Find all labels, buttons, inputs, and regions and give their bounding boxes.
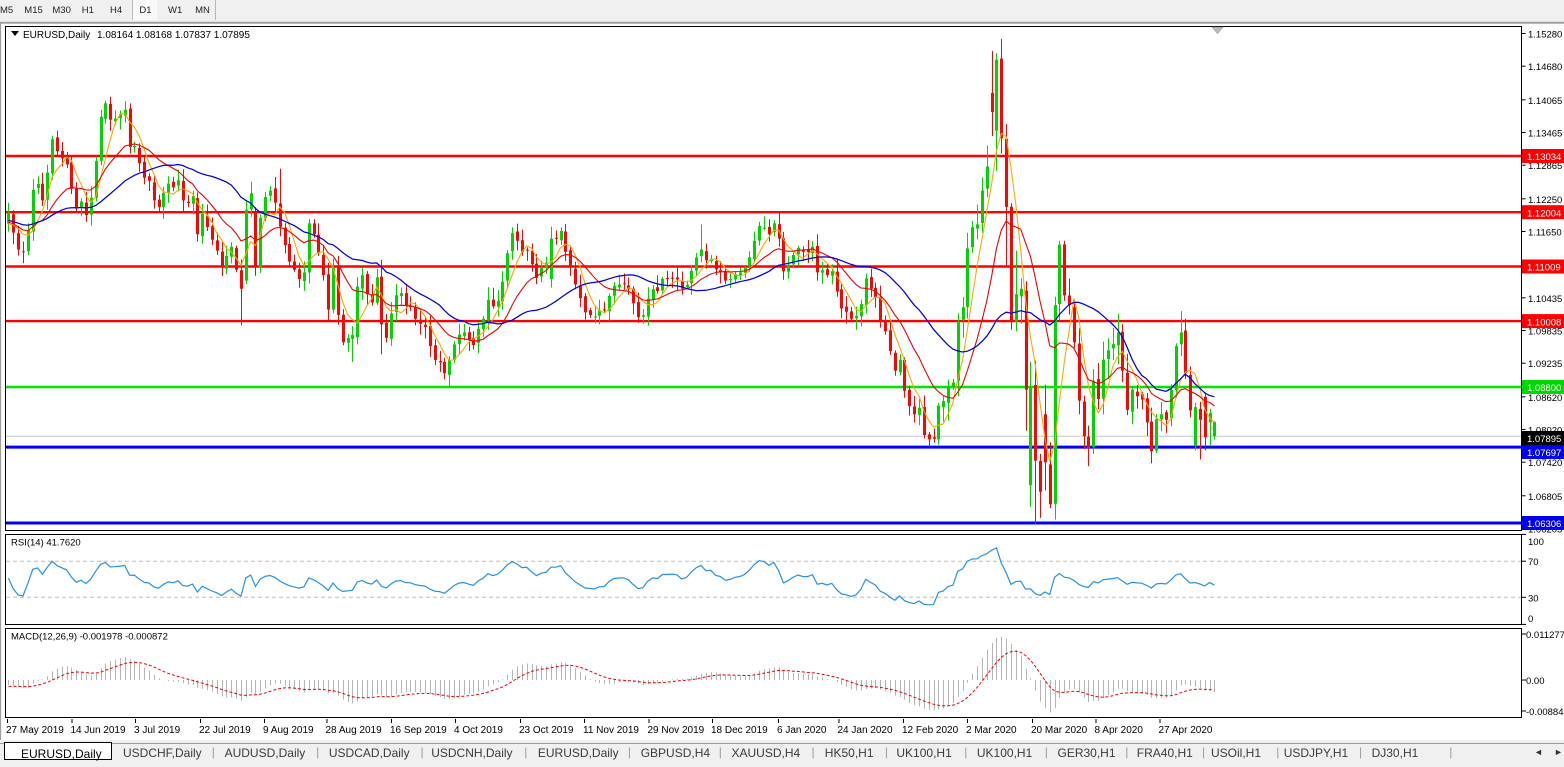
svg-text:1.12250: 1.12250 [1528,195,1562,206]
svg-text:1.11650: 1.11650 [1528,228,1562,239]
svg-text:MACD(12,26,9) -0.001978 -0.000: MACD(12,26,9) -0.001978 -0.000872 [11,632,168,643]
svg-text:1.10435: 1.10435 [1528,294,1562,305]
svg-text:1.07895: 1.07895 [1527,434,1561,445]
svg-text:1.11009: 1.11009 [1527,263,1561,274]
svg-text:3 Jul 2019: 3 Jul 2019 [134,725,181,736]
svg-text:EURUSD,Daily: EURUSD,Daily [23,30,90,41]
svg-text:6 Jan 2020: 6 Jan 2020 [777,725,827,736]
svg-text:1.13465: 1.13465 [1528,129,1562,140]
svg-text:29 Nov 2019: 29 Nov 2019 [648,725,705,736]
svg-text:30: 30 [1528,593,1539,604]
svg-text:1.07697: 1.07697 [1527,448,1561,459]
svg-text:11 Nov 2019: 11 Nov 2019 [583,725,639,736]
svg-text:1.13034: 1.13034 [1527,152,1561,163]
svg-text:18 Dec 2019: 18 Dec 2019 [711,725,768,736]
svg-text:1.06805: 1.06805 [1528,492,1562,503]
svg-text:24 Jan 2020: 24 Jan 2020 [838,725,893,736]
svg-text:RSI(14) 41.7620: RSI(14) 41.7620 [11,538,81,549]
svg-text:1.08164 1.08168 1.07837 1.0789: 1.08164 1.08168 1.07837 1.07895 [97,30,250,41]
svg-text:4 Oct 2019: 4 Oct 2019 [454,725,503,736]
svg-text:8 Apr 2020: 8 Apr 2020 [1095,725,1144,736]
svg-text:1.08620: 1.08620 [1528,393,1562,404]
svg-text:70: 70 [1528,557,1539,568]
svg-text:20 Mar 2020: 20 Mar 2020 [1031,725,1088,736]
svg-text:1.08800: 1.08800 [1527,383,1561,394]
svg-text:1.12004: 1.12004 [1527,208,1561,219]
svg-text:22 Jul 2019: 22 Jul 2019 [199,725,251,736]
svg-text:-0.008845: -0.008845 [1526,707,1564,718]
svg-text:1.07420: 1.07420 [1528,458,1562,469]
svg-text:14 Jun 2019: 14 Jun 2019 [71,725,126,736]
svg-text:1.15280: 1.15280 [1528,30,1562,41]
svg-text:1.09235: 1.09235 [1528,359,1562,370]
svg-text:1.10008: 1.10008 [1527,317,1561,328]
svg-text:1.06306: 1.06306 [1527,519,1561,530]
svg-text:2 Mar 2020: 2 Mar 2020 [966,725,1017,736]
svg-text:27 Apr 2020: 27 Apr 2020 [1159,725,1213,736]
svg-text:1.14680: 1.14680 [1528,62,1562,73]
svg-text:28 Aug 2019: 28 Aug 2019 [326,725,383,736]
svg-text:16 Sep 2019: 16 Sep 2019 [390,725,447,736]
svg-text:1.12865: 1.12865 [1528,161,1562,172]
svg-text:23 Oct 2019: 23 Oct 2019 [519,725,574,736]
svg-text:1.09835: 1.09835 [1528,327,1562,338]
svg-text:0.011277: 0.011277 [1526,630,1564,641]
svg-text:100: 100 [1528,537,1544,548]
svg-text:9 Aug 2019: 9 Aug 2019 [263,725,314,736]
svg-text:0.00: 0.00 [1526,676,1545,687]
svg-text:12 Feb 2020: 12 Feb 2020 [902,725,959,736]
svg-text:27 May 2019: 27 May 2019 [6,725,64,736]
svg-text:0: 0 [1528,614,1533,625]
svg-text:1.14065: 1.14065 [1528,96,1562,107]
